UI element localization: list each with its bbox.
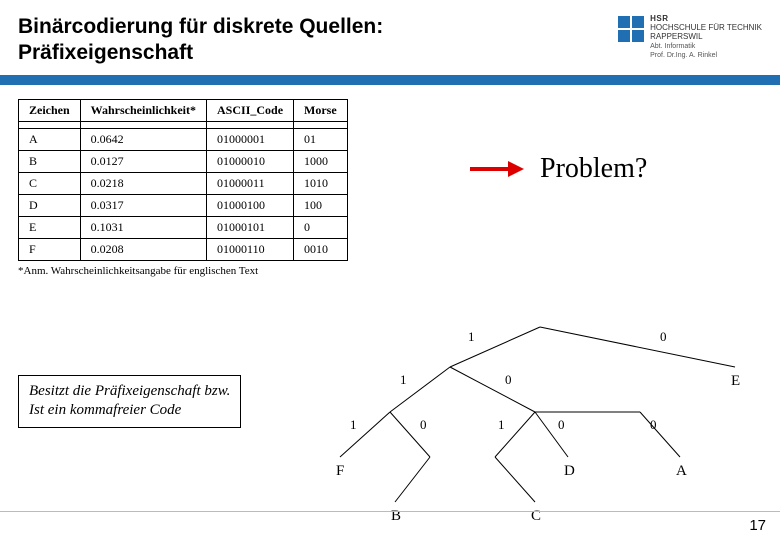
tree-leaf-label: D [564, 463, 575, 480]
slide-content: Zeichen Wahrscheinlichkeit* ASCII_Code M… [0, 85, 780, 535]
title-line-2: Präfixeigenschaft [18, 40, 383, 66]
tree-edge-label: 1 [350, 417, 357, 433]
table-row: E0.1031010001010 [19, 216, 348, 238]
tree-leaf-label: F [336, 463, 344, 480]
col-zeichen: Zeichen [19, 99, 81, 121]
table-footnote: *Anm. Wahrscheinlichkeitsangabe für engl… [18, 265, 762, 277]
property-line-2: Ist ein kommafreier Code [29, 401, 230, 421]
tree-edge-label: 1 [468, 329, 475, 345]
tree-edge-label: 0 [505, 372, 512, 388]
col-wahrscheinlichkeit: Wahrscheinlichkeit* [80, 99, 206, 121]
tree-edge-label: 1 [400, 372, 407, 388]
table-row: A0.06420100000101 [19, 128, 348, 150]
table-row: F0.0208010001100010 [19, 238, 348, 260]
table-header-row: Zeichen Wahrscheinlichkeit* ASCII_Code M… [19, 99, 348, 121]
footer-divider [0, 511, 780, 512]
page-number: 17 [749, 517, 766, 534]
encoding-table: Zeichen Wahrscheinlichkeit* ASCII_Code M… [18, 99, 348, 261]
arrow-icon [470, 162, 524, 176]
table-row: C0.0218010000111010 [19, 172, 348, 194]
tree-edge-label: 0 [650, 417, 657, 433]
tree-leaf-label: E [731, 373, 740, 390]
tree-edge-label: 0 [558, 417, 565, 433]
col-ascii: ASCII_Code [207, 99, 294, 121]
problem-text: Problem? [540, 153, 647, 185]
logo-icon [618, 16, 644, 42]
table-row: B0.0127010000101000 [19, 150, 348, 172]
problem-callout: Problem? [470, 153, 647, 185]
institution-logo: HSR HOCHSCHULE FÜR TECHNIK RAPPERSWIL Ab… [618, 14, 762, 60]
table-row: D0.031701000100100 [19, 194, 348, 216]
slide-header: Binärcodierung für diskrete Quellen: Prä… [0, 0, 780, 75]
tree-edge-label: 1 [498, 417, 505, 433]
prefix-property-box: Besitzt die Präfixeigenschaft bzw. Ist e… [18, 375, 241, 428]
tree-leaf-label: A [676, 463, 687, 480]
tree-edge-label: 0 [660, 329, 667, 345]
code-tree-diagram: 101010100EFDABC [320, 317, 760, 540]
accent-bar [0, 75, 780, 85]
tree-edge-label: 0 [420, 417, 427, 433]
slide-title: Binärcodierung für diskrete Quellen: Prä… [18, 14, 383, 67]
property-line-1: Besitzt die Präfixeigenschaft bzw. [29, 382, 230, 402]
col-morse: Morse [294, 99, 348, 121]
logo-text: HSR HOCHSCHULE FÜR TECHNIK RAPPERSWIL Ab… [650, 14, 762, 60]
title-line-1: Binärcodierung für diskrete Quellen: [18, 14, 383, 40]
